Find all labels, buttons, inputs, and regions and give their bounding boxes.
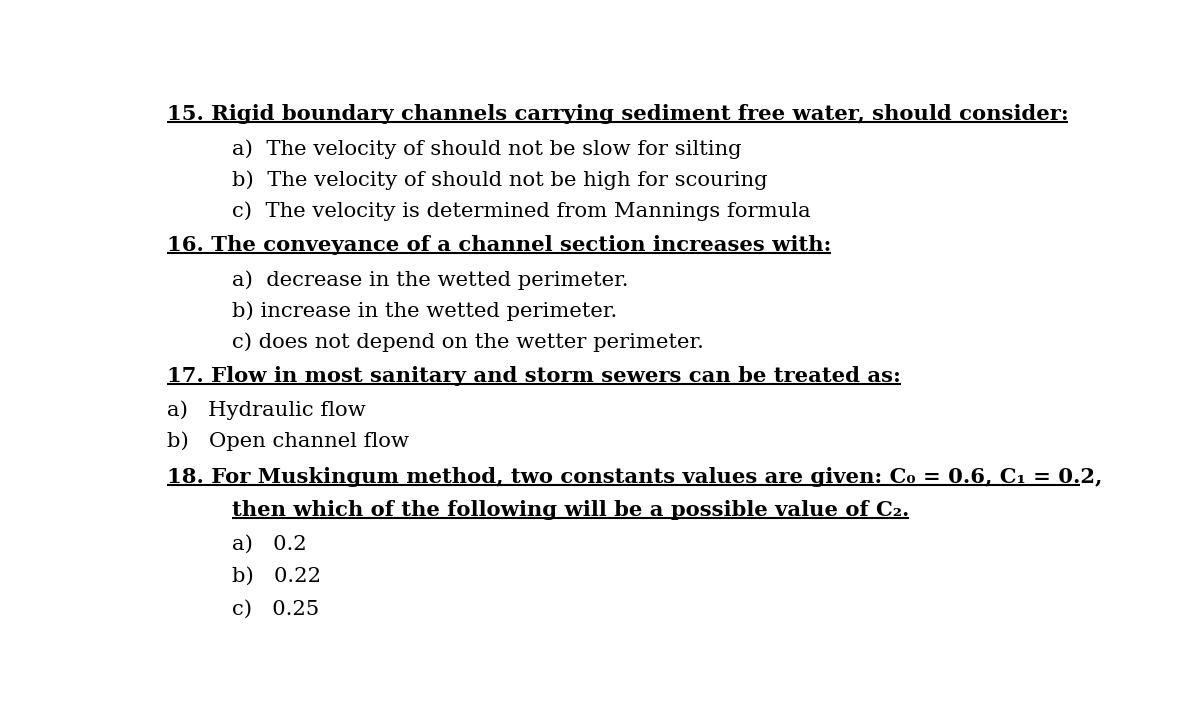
Text: b)  The velocity of should not be high for scouring: b) The velocity of should not be high fo… — [232, 170, 768, 190]
Text: 15. Rigid boundary channels carrying sediment free water, should consider:: 15. Rigid boundary channels carrying sed… — [167, 104, 1068, 124]
Text: 18. For Muskingum method, two constants values are given: C₀ = 0.6, C₁ = 0.2,: 18. For Muskingum method, two constants … — [167, 467, 1102, 487]
Text: c)  The velocity is determined from Mannings formula: c) The velocity is determined from Manni… — [232, 201, 810, 221]
Text: a)  The velocity of should not be slow for silting: a) The velocity of should not be slow fo… — [232, 139, 742, 159]
Text: 16. The conveyance of a channel section increases with:: 16. The conveyance of a channel section … — [167, 235, 832, 255]
Text: a)   0.2: a) 0.2 — [232, 534, 306, 554]
Text: b)   Open channel flow: b) Open channel flow — [167, 431, 409, 451]
Text: c) does not depend on the wetter perimeter.: c) does not depend on the wetter perimet… — [232, 332, 703, 351]
Text: a)  decrease in the wetted perimeter.: a) decrease in the wetted perimeter. — [232, 270, 629, 290]
Text: b)   0.22: b) 0.22 — [232, 566, 320, 585]
Text: a)   Hydraulic flow: a) Hydraulic flow — [167, 401, 366, 420]
Text: c)   0.25: c) 0.25 — [232, 600, 319, 619]
Text: 17. Flow in most sanitary and storm sewers can be treated as:: 17. Flow in most sanitary and storm sewe… — [167, 366, 901, 386]
Text: then which of the following will be a possible value of C₂.: then which of the following will be a po… — [232, 500, 910, 520]
Text: b) increase in the wetted perimeter.: b) increase in the wetted perimeter. — [232, 301, 617, 321]
